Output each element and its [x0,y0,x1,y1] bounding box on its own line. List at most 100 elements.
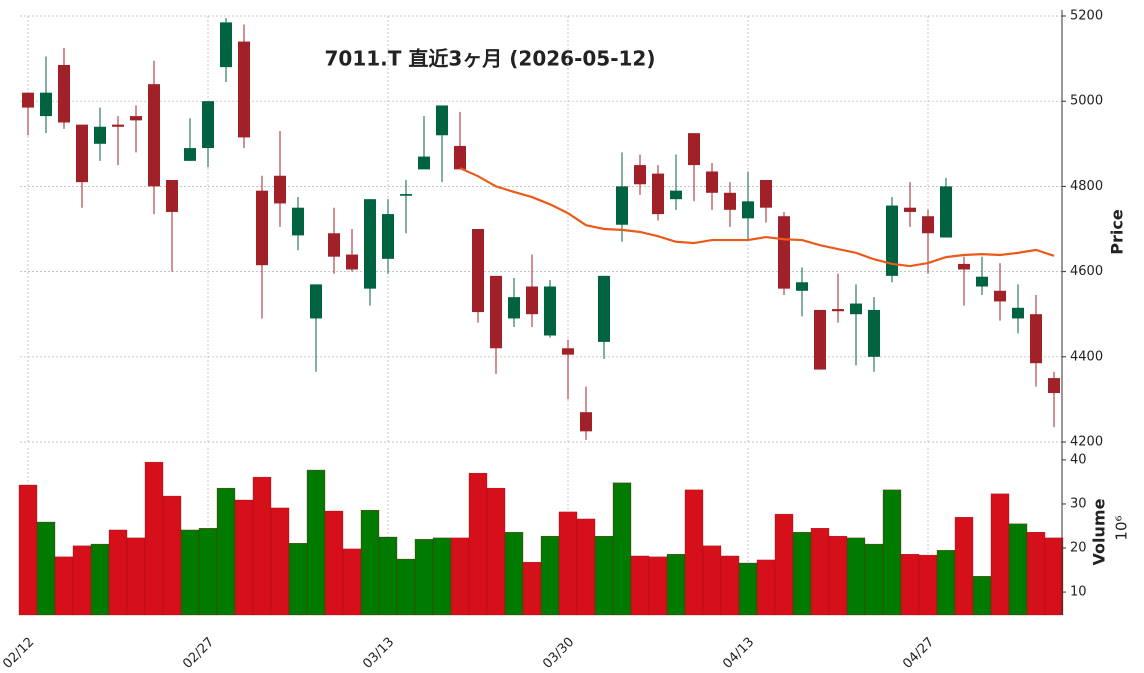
volume-bar [54,556,74,616]
volume-bar [918,554,938,616]
candle-body [1048,378,1060,394]
x-tick-label: 04/27 [900,635,937,672]
candle-body [184,148,196,161]
volume-bar [486,487,506,616]
candle-body [562,348,574,355]
volume-bar [522,561,542,616]
candle-body [616,186,628,225]
candle-body [220,22,232,68]
candle-body [634,165,646,185]
candle-body [940,186,952,238]
candle-body [238,41,250,138]
candle-body [22,92,34,108]
volume-bar [684,489,704,616]
candle-body [760,180,772,208]
volume-axis-label: Volume [1090,498,1109,565]
candle-body [364,199,376,289]
candle-body [310,284,322,319]
candle-body [454,145,466,170]
candle-body [58,64,70,123]
candle-body [958,263,970,270]
volume-tick-label: 20 [1070,541,1087,556]
volume-bar [1044,537,1064,616]
price-axis-label: Price [1108,209,1127,255]
volume-bar [342,548,362,616]
y-tick-label: 4600 [1070,264,1103,279]
candle-body [598,275,610,342]
candle-body [148,84,160,187]
volume-bar [324,510,344,616]
volume-bar [1008,523,1028,616]
volume-tick-label: 10 [1070,585,1087,600]
candle-body [868,309,880,357]
volume-tick-label: 40 [1070,452,1087,467]
volume-bar [36,521,56,616]
volume-bar [630,555,650,616]
volume-bar [90,543,110,616]
x-tick-label: 03/30 [540,635,577,672]
candle-body [346,254,358,270]
candle-body [130,116,142,121]
candle-body [418,156,430,170]
volume-bar [270,507,290,616]
volume-bar [954,517,974,616]
candle-body [670,190,682,200]
volume-bar [972,576,992,616]
candle-body [274,175,286,204]
volume-bar [72,545,92,616]
candle-body [202,101,214,149]
volume-bar [306,469,326,616]
candle-body [544,286,556,336]
candle-body [490,275,502,349]
candle-body [850,303,862,315]
volume-bar [18,484,38,616]
x-tick-label: 02/27 [180,635,217,672]
y-tick-label: 4400 [1070,349,1103,364]
candle-body [706,171,718,193]
volume-bar [540,535,560,616]
volume-bar [900,554,920,616]
candle-body [688,133,700,166]
volume-bar [396,558,416,616]
candle-body [580,412,592,432]
volume-bar [450,537,470,616]
volume-bar [360,509,380,616]
candle-body [112,124,124,127]
volume-bar [288,543,308,616]
candle-body [472,229,484,313]
y-tick-label: 5200 [1070,9,1103,24]
candle-body [814,309,826,370]
candle-body [1012,307,1024,319]
volume-multiplier: 10⁶ [1113,515,1131,540]
candle-body [796,282,808,291]
volume-bar [198,528,218,616]
candle-body [1030,314,1042,364]
volume-bar [216,487,236,616]
candle-body [382,214,394,259]
candle-body [400,194,412,196]
volume-bar [738,562,758,616]
candle-body [328,233,340,257]
candle-body [652,173,664,215]
candle-body [436,105,448,136]
volume-bar [648,556,668,616]
volume-bar [594,535,614,616]
volume-bar [756,559,776,616]
candle-body [904,207,916,212]
volume-bar [864,543,884,616]
volume-tick-label: 30 [1070,496,1087,511]
volume-bar [792,532,812,616]
volume-bar [144,461,164,616]
volume-bar [666,554,686,616]
candle-body [94,126,106,144]
candle-body [166,180,178,212]
volume-bar [846,537,866,616]
x-tick-label: 02/12 [0,635,37,672]
volume-bar [504,532,524,616]
candle-body [922,216,934,234]
volume-bar [774,513,794,616]
volume-bar [936,550,956,616]
volume-bar [126,537,146,616]
candle-body [994,290,1006,302]
